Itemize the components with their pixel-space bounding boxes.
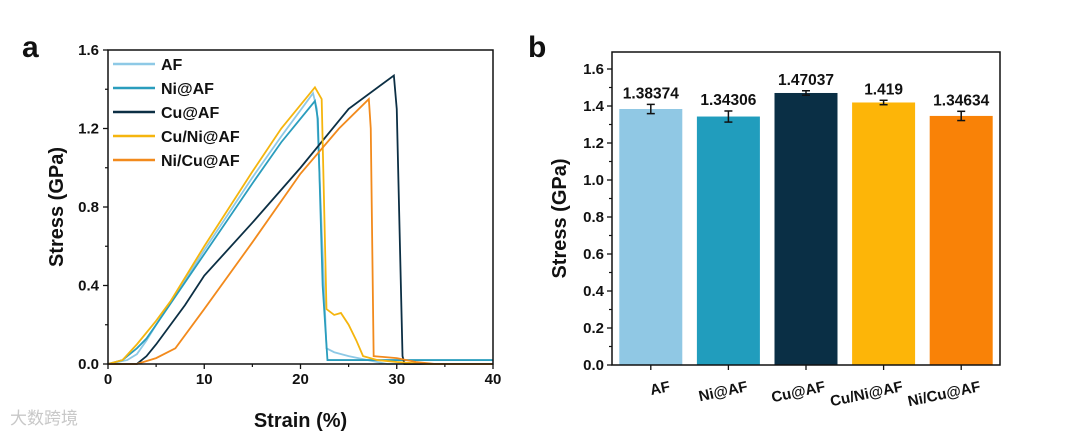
watermark: 大数跨境 [10, 409, 78, 429]
bar-cuaf [774, 92, 838, 365]
panel-label-b: b [528, 31, 546, 64]
x-tick-label: 30 [388, 371, 405, 388]
y-tick-label: 1.6 [78, 42, 99, 59]
y-tick-label: 0.0 [78, 356, 99, 373]
bar-nicuaf [929, 115, 993, 366]
y-tick-label: 0.4 [583, 283, 605, 300]
legend-label: Cu@AF [161, 105, 219, 122]
series-line-af [107, 91, 493, 365]
y-tick-label: 1.0 [583, 172, 604, 189]
y-tick-label: 0.6 [583, 246, 604, 263]
y-axis-label: Stress (GPa) [549, 158, 571, 278]
x-tick-label: 10 [196, 371, 213, 388]
bar-niaf [696, 116, 760, 365]
bar-af [619, 109, 683, 365]
series-line-cuniaf [107, 85, 493, 365]
x-tick-label: Cu/Ni@AF [829, 378, 905, 410]
legend-label: AF [161, 57, 183, 74]
y-tick-label: 1.6 [583, 61, 604, 78]
y-tick-label: 0.4 [78, 278, 100, 295]
series-line-cuaf [108, 73, 493, 365]
x-tick-label: 40 [485, 371, 502, 388]
series-line-niaf [107, 98, 493, 365]
series-line-nicuaf [108, 97, 493, 365]
legend-label: Ni/Cu@AF [161, 153, 240, 170]
data-label: 1.38374 [623, 85, 679, 102]
x-tick-label: 20 [292, 371, 309, 388]
legend-label: Cu/Ni@AF [161, 129, 240, 146]
legend-label: Ni@AF [161, 81, 214, 98]
y-tick-label: 0.8 [78, 199, 99, 216]
plot-frame-b [611, 51, 1001, 366]
y-tick-label: 1.4 [583, 98, 605, 115]
data-label: 1.34634 [933, 92, 989, 109]
x-tick-label: AF [649, 378, 672, 399]
data-label: 1.419 [864, 81, 903, 98]
x-axis-label: Strain (%) [254, 410, 347, 432]
y-tick-label: 1.2 [78, 121, 99, 138]
bar-cuniaf [852, 102, 916, 366]
x-tick-label: 0 [104, 371, 112, 388]
x-tick-label: Cu@AF [770, 378, 827, 406]
data-label: 1.47037 [778, 72, 834, 89]
y-tick-label: 1.2 [583, 135, 604, 152]
x-tick-label: Ni/Cu@AF [906, 378, 982, 410]
x-tick-label: Ni@AF [697, 378, 749, 405]
y-tick-label: 0.0 [583, 357, 604, 374]
panel-label-a: a [22, 31, 39, 64]
y-tick-label: 0.2 [583, 320, 604, 337]
y-tick-label: 0.8 [583, 209, 604, 226]
data-label: 1.34306 [700, 92, 756, 109]
y-axis-label: Stress (GPa) [46, 147, 68, 267]
